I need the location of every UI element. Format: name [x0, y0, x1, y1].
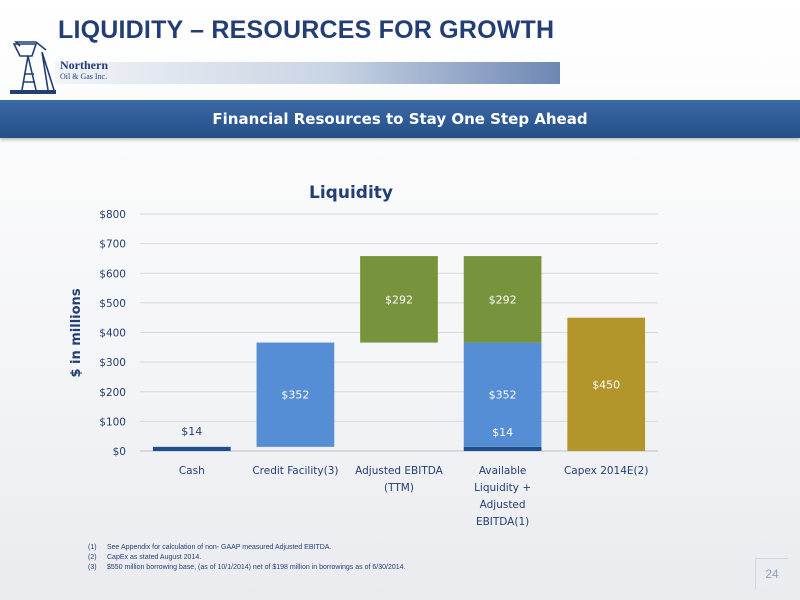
data-label: $292 — [489, 293, 517, 306]
y-tick-label: $500 — [99, 298, 126, 310]
bar — [256, 342, 335, 447]
data-label: $14 — [181, 425, 202, 438]
banner-band — [0, 100, 800, 138]
x-tick-label: Available — [479, 465, 527, 477]
footnote-2: (2) CapEx as stated August 2014. — [88, 554, 202, 561]
page-title: LIQUIDITY – RESOURCES FOR GROWTH — [58, 16, 555, 44]
y-tick-label: $0 — [113, 446, 126, 458]
x-tick-label: Adjusted — [480, 499, 526, 511]
data-label: $14 — [492, 426, 513, 439]
y-tick-label: $100 — [99, 416, 126, 428]
bar — [567, 317, 646, 451]
y-tick-label: $800 — [99, 209, 126, 221]
footnotes: (1) See Appendix for calculation of non- … — [88, 543, 405, 573]
y-tick-label: $300 — [99, 357, 126, 369]
y-tick-label: $200 — [99, 387, 126, 399]
banner-text: Financial Resources to Stay One Step Ahe… — [212, 110, 588, 128]
x-tick-label: EBITDA(1) — [476, 516, 529, 528]
chart-title: Liquidity — [309, 183, 393, 203]
y-tick-label: $400 — [99, 328, 126, 340]
page-number: 24 — [755, 558, 788, 589]
bar — [152, 446, 231, 451]
header-accent-bar — [55, 62, 560, 84]
x-tick-label: (TTM) — [384, 482, 414, 494]
y-tick-label: $600 — [99, 268, 126, 280]
logo-text: Northern — [60, 58, 108, 72]
oil-derrick-logo-icon — [10, 41, 56, 94]
bar — [463, 342, 542, 447]
x-tick-label: Adjusted EBITDA — [355, 465, 444, 477]
data-label: $292 — [385, 293, 413, 306]
data-label: $352 — [281, 389, 309, 402]
data-label: $450 — [592, 378, 620, 391]
footnote-3: (3) $550 million borrowing base, (as of 1… — [88, 564, 406, 571]
footnote-1: (1) See Appendix for calculation of non- … — [88, 544, 332, 551]
bar — [463, 446, 542, 451]
x-tick-label: Credit Facility(3) — [252, 465, 338, 477]
logo-subtext: Oil & Gas Inc. — [60, 72, 108, 81]
bar — [463, 256, 542, 343]
x-tick-label: Liquidity + — [474, 482, 531, 494]
y-axis-label: $ in millions — [69, 288, 84, 377]
data-label: $352 — [489, 389, 517, 402]
y-tick-label: $700 — [99, 239, 126, 251]
x-tick-label: Capex 2014E(2) — [564, 465, 649, 477]
bar — [360, 256, 438, 343]
x-tick-label: Cash — [179, 465, 205, 477]
